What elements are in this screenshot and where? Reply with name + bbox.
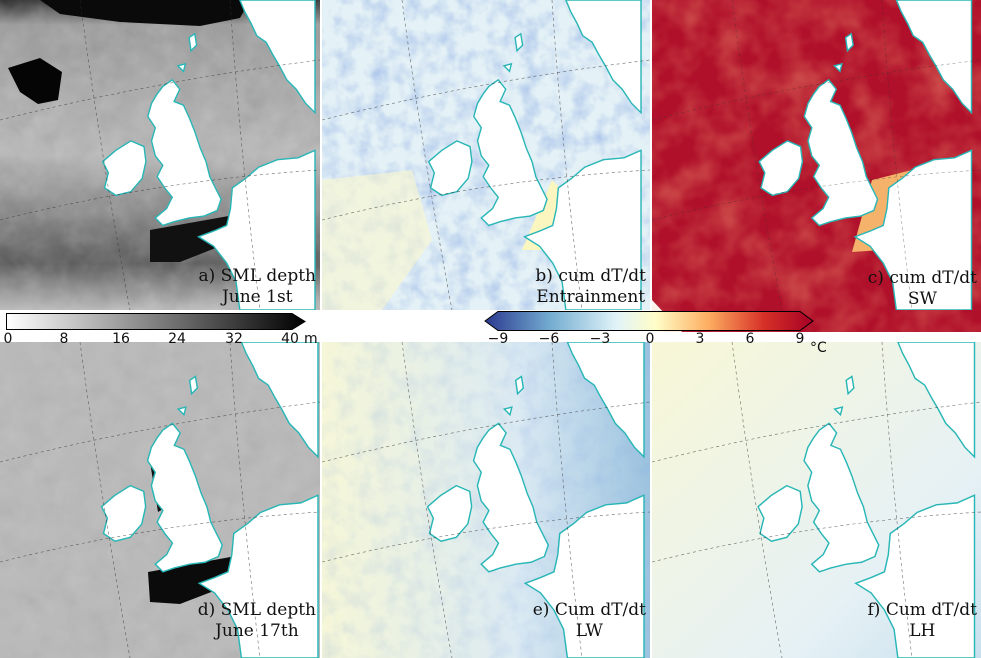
temp-tick-2: −3 <box>589 331 611 347</box>
temp-tick-1: −6 <box>538 331 560 347</box>
depth-tick-2: 16 <box>112 331 130 347</box>
depth-colorbar <box>6 313 306 330</box>
temp-tick-3: 0 <box>645 331 655 347</box>
depth-tick-1: 8 <box>59 331 69 347</box>
temp-tick-4: 3 <box>695 331 705 347</box>
panel-e-label: e) Cum dT/dt LW <box>533 600 646 642</box>
panel-a-title: a) SML depth <box>198 266 316 286</box>
depth-tick-4: 32 <box>225 331 243 347</box>
depth-tick-3: 24 <box>168 331 186 347</box>
temp-tick-6: 9 <box>795 331 805 347</box>
temp-tick-0: −9 <box>487 331 509 347</box>
temp-tick-5: 6 <box>745 331 755 347</box>
panel-a-sml-depth-june1: a) SML depth June 1st <box>0 0 320 310</box>
panel-e-title: e) Cum dT/dt <box>532 600 646 620</box>
panel-c-title: c) cum dT/dt <box>867 268 977 288</box>
panel-f-title: f) Cum dT/dt <box>867 600 977 620</box>
temp-unit: °C <box>810 340 827 356</box>
temperature-colorbar <box>484 311 814 331</box>
panel-f-subtitle: LH <box>909 621 936 641</box>
panel-f-label: f) Cum dT/dt LH <box>868 600 977 642</box>
panel-b-title: b) cum dT/dt <box>535 266 646 286</box>
depth-unit: m <box>304 331 318 347</box>
depth-tick-0: 0 <box>3 331 13 347</box>
panel-d-subtitle: June 17th <box>215 621 299 641</box>
panel-e-subtitle: LW <box>575 621 604 641</box>
panel-b-entrainment: b) cum dT/dt Entrainment <box>322 0 650 310</box>
panel-f-latent-heat: f) Cum dT/dt LH <box>652 342 981 658</box>
panel-d-title: d) SML depth <box>197 600 316 620</box>
panel-a-subtitle: June 1st <box>221 287 293 307</box>
panel-b-subtitle: Entrainment <box>536 287 646 307</box>
panel-c-label: c) cum dT/dt SW <box>868 268 977 310</box>
depth-tick-5: 40 <box>281 331 299 347</box>
panel-b-label: b) cum dT/dt Entrainment <box>535 266 646 308</box>
panel-e-longwave: e) Cum dT/dt LW <box>322 342 650 658</box>
panel-d-sml-depth-june17: d) SML depth June 17th <box>0 342 320 658</box>
panel-d-label: d) SML depth June 17th <box>198 600 316 642</box>
panel-a-label: a) SML depth June 1st <box>198 266 316 308</box>
panel-c-subtitle: SW <box>907 289 937 309</box>
panel-c-shortwave: c) cum dT/dt SW <box>652 0 981 332</box>
